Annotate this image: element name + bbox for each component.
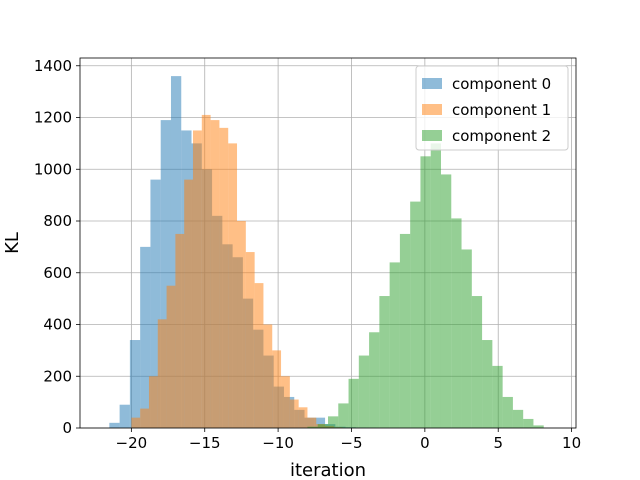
x-tick-label: 10 xyxy=(562,434,581,452)
histogram-bar xyxy=(410,201,421,428)
x-tick-label: 5 xyxy=(493,434,503,452)
x-tick-label: −10 xyxy=(262,434,294,452)
histogram-bar xyxy=(129,340,141,428)
histogram-bar xyxy=(482,340,493,428)
legend-label: component 0 xyxy=(452,75,551,93)
histogram-bar xyxy=(379,296,390,428)
legend-swatch xyxy=(422,104,442,115)
histogram-bar xyxy=(131,417,141,428)
histogram-bar xyxy=(263,324,273,428)
y-tick-label: 600 xyxy=(43,264,72,282)
histogram-bar xyxy=(228,143,238,428)
histogram-bar xyxy=(184,179,193,428)
y-tick-label: 1000 xyxy=(34,160,72,178)
series-2-bars xyxy=(307,143,544,428)
histogram-bar xyxy=(451,218,462,428)
x-tick-label: −15 xyxy=(189,434,221,452)
histogram-bar xyxy=(307,426,318,428)
y-tick-label: 200 xyxy=(43,367,72,385)
histogram-bar xyxy=(245,252,255,428)
legend: component 0 component 1 component 2 xyxy=(415,65,569,151)
histogram-bar xyxy=(140,408,149,428)
y-tick-label: 1200 xyxy=(34,109,72,127)
histogram-bar xyxy=(175,233,185,428)
histogram-bar xyxy=(512,409,524,428)
histogram-bar xyxy=(166,285,176,428)
histogram-bar xyxy=(533,425,544,428)
histogram-bar xyxy=(201,114,211,428)
legend-label: component 2 xyxy=(452,127,551,145)
histogram-bar xyxy=(492,365,503,428)
histogram-bar xyxy=(440,174,452,428)
histogram-bar xyxy=(358,355,370,428)
histogram-bar xyxy=(289,399,299,428)
histogram-bar xyxy=(192,130,202,428)
histogram-bar xyxy=(471,296,483,428)
x-tick-label: −5 xyxy=(340,434,362,452)
histogram-bar xyxy=(314,417,326,428)
histogram-bar xyxy=(317,424,328,428)
legend-box xyxy=(415,65,569,151)
histogram-bar xyxy=(150,179,161,428)
y-tick-label: 0 xyxy=(62,419,72,437)
histogram-bar xyxy=(523,418,534,428)
histogram-bar xyxy=(348,378,359,428)
histogram-bar xyxy=(420,156,431,428)
histogram-bar xyxy=(307,417,317,428)
histogram-bar xyxy=(157,319,167,428)
y-tick-label: 800 xyxy=(43,212,72,230)
histogram-bar xyxy=(369,332,380,428)
bars xyxy=(109,76,544,429)
histogram-bar xyxy=(210,120,220,428)
histogram-bar xyxy=(119,404,130,428)
histogram-bar xyxy=(461,249,472,428)
histogram-bar xyxy=(399,233,411,428)
y-tick-label: 1400 xyxy=(34,57,72,75)
histogram-bar xyxy=(430,143,441,428)
histogram-bar xyxy=(328,416,339,428)
histogram-bar xyxy=(338,403,349,428)
legend-swatch xyxy=(422,78,442,89)
plot-frame xyxy=(79,57,577,429)
x-tick-label: −20 xyxy=(116,434,148,452)
legend-label: component 1 xyxy=(452,101,551,119)
histogram-bar xyxy=(272,350,282,428)
x-tick-label: 0 xyxy=(420,434,430,452)
y-axis-title: KL xyxy=(2,232,23,254)
histogram-bar xyxy=(219,127,229,428)
histogram-bar xyxy=(502,396,513,428)
histogram-bar xyxy=(281,376,290,428)
histogram-bar xyxy=(298,407,308,428)
series-1-bars xyxy=(131,114,343,428)
x-axis-title: iteration xyxy=(290,460,366,480)
histogram-bar xyxy=(140,246,151,428)
ticks: −20 −15 −10 −5 0 5 10 0 200 400 600 800 1000 1200 1400 xyxy=(34,57,581,452)
histogram-bar xyxy=(160,120,171,428)
histogram-bar xyxy=(109,422,120,428)
legend-swatch xyxy=(422,130,442,141)
histogram-bar xyxy=(148,376,158,428)
histogram-bar xyxy=(254,283,264,428)
histogram-bar xyxy=(237,221,246,428)
histogram-bar xyxy=(389,262,400,428)
y-tick-label: 400 xyxy=(43,316,72,334)
